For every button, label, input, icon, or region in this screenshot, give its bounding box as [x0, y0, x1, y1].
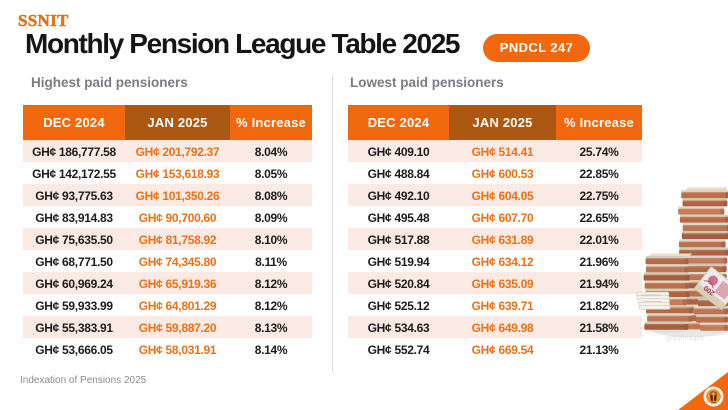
svg-text:gettyimages: gettyimages: [666, 335, 704, 342]
